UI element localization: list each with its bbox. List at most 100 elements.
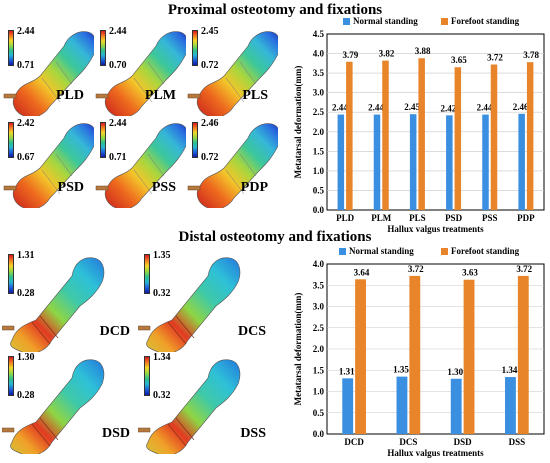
bone-panel-dcs: 1.35 0.32 DCS xyxy=(138,248,274,352)
bar-data-label: 2.44 xyxy=(477,103,493,113)
bone-contour-plot xyxy=(95,123,186,208)
colorbar xyxy=(192,30,198,66)
bone-panel-pls: 2.45 0.72 PLS xyxy=(186,24,278,116)
screw-head xyxy=(2,325,15,331)
colorbar-max-label: 1.34 xyxy=(153,352,171,363)
proximal-section-title: Proximal osteotomy and fixations xyxy=(167,2,383,18)
x-tick-label: DSS xyxy=(509,437,526,447)
bone-shape xyxy=(12,123,94,208)
screw-head xyxy=(138,325,151,331)
model-label: DSS xyxy=(240,426,266,441)
bar-normal-dcs xyxy=(396,376,408,434)
colorbar-max-label: 1.31 xyxy=(17,250,35,261)
colorbar-max-label: 2.44 xyxy=(109,118,127,129)
bar-forefoot-pss xyxy=(490,64,498,210)
colorbar xyxy=(144,356,150,396)
x-tick-label: DSD xyxy=(454,437,473,447)
y-tick-label: 1.0 xyxy=(313,387,325,397)
x-tick-label: PSS xyxy=(482,213,498,223)
bar-data-label: 3.72 xyxy=(408,264,424,274)
model-label: DCD xyxy=(99,324,130,339)
bar-data-label: 1.34 xyxy=(502,365,518,375)
bar-data-label: 1.30 xyxy=(447,367,463,377)
y-tick-label: 0.0 xyxy=(313,205,325,215)
bone-shape xyxy=(12,31,94,116)
osteotomy-lines xyxy=(31,315,59,345)
bar-forefoot-psd xyxy=(454,67,462,210)
model-label: PSD xyxy=(57,180,84,195)
bone-contour-plot xyxy=(138,359,241,454)
colorbar xyxy=(8,30,14,66)
colorbar xyxy=(144,254,150,294)
model-label: PDP xyxy=(240,180,268,195)
model-label: DSD xyxy=(101,426,130,441)
plot-frame xyxy=(326,33,545,211)
legend-label-normal: Normal standing xyxy=(349,246,414,256)
colorbar xyxy=(8,356,14,396)
distal-chart: 0.0 0.5 1.0 1.5 2.0 2.5 3.0 3.5 4.0 Metatarsal de… xyxy=(283,246,548,462)
bone-shape xyxy=(146,359,241,454)
colorbar xyxy=(100,30,106,66)
bone-contour-plot xyxy=(138,257,241,352)
y-tick-label: 0.0 xyxy=(313,429,325,439)
model-label: PLM xyxy=(144,88,176,103)
bar-normal-pss xyxy=(482,114,489,210)
bar-forefoot-plm xyxy=(382,60,389,211)
model-label: DCS xyxy=(237,324,266,339)
bar-data-label: 1.31 xyxy=(339,366,355,376)
bone-contour-plot xyxy=(2,257,105,352)
bone-panel-dsd: 1.30 0.28 DSD xyxy=(2,350,138,454)
bone-contour-plot xyxy=(3,123,94,208)
colorbar-min-label: 0.70 xyxy=(109,60,127,71)
y-tick-label: 3.0 xyxy=(313,88,325,98)
x-tick-label: PLD xyxy=(336,213,355,223)
colorbar-min-label: 0.32 xyxy=(153,390,171,401)
colorbar-max-label: 2.42 xyxy=(17,118,35,129)
screw-head xyxy=(95,93,109,99)
fixation-lines xyxy=(41,61,73,103)
fixation-lines xyxy=(133,61,165,103)
distal-bar-chart: 0.0 0.5 1.0 1.5 2.0 2.5 3.0 3.5 4.0 Metatarsal de… xyxy=(293,246,545,458)
y-tick-label: 2.0 xyxy=(313,344,325,354)
bone-shape xyxy=(104,31,186,116)
distal-section-title: Distal osteotomy and fixations xyxy=(178,229,372,245)
screw-head xyxy=(187,185,201,191)
legend-swatch-normal xyxy=(339,248,346,255)
y-tick-label: 3.5 xyxy=(313,68,325,78)
legend-swatch-forefoot xyxy=(441,18,448,25)
bar-data-label: 3.88 xyxy=(415,46,431,56)
bone-shape xyxy=(10,359,105,454)
fixation-lines xyxy=(41,153,73,195)
colorbar xyxy=(8,122,14,158)
legend-swatch-normal xyxy=(343,18,350,25)
bar-data-label: 3.82 xyxy=(379,49,395,59)
colorbar xyxy=(8,254,14,294)
colorbar-min-label: 0.28 xyxy=(17,390,35,401)
proximal-bar-chart: 0.0 0.5 1.0 1.5 2.0 2.5 3.0 3.5 4.0 4.5 Metatarsal… xyxy=(293,16,545,234)
colorbar-max-label: 2.45 xyxy=(201,26,219,37)
bone-shape xyxy=(146,257,241,352)
screw-head xyxy=(138,427,151,433)
y-tick-label: 3.0 xyxy=(313,302,325,312)
x-tick-label: PLS xyxy=(409,213,426,223)
model-label: PSS xyxy=(151,180,176,195)
bar-data-label: 2.46 xyxy=(513,102,529,112)
bar-data-label: 3.64 xyxy=(354,267,370,277)
x-tick-label: PSD xyxy=(445,213,463,223)
bar-forefoot-dcs xyxy=(409,275,421,434)
model-label: PLD xyxy=(56,88,84,103)
bone-shape xyxy=(196,123,278,208)
model-label: PLS xyxy=(242,88,268,103)
bar-forefoot-pls xyxy=(418,58,425,211)
x-tick-label: DCD xyxy=(344,437,364,447)
bone-panel-dcd: 1.31 0.28 DCD xyxy=(2,248,138,352)
y-tick-label: 4.5 xyxy=(313,29,325,39)
bone-panel-pdp: 2.46 0.72 PDP xyxy=(186,116,278,208)
bar-forefoot-dcd xyxy=(355,279,366,434)
x-axis-label: Hallux valgus treatments xyxy=(387,224,484,234)
legend: Normal standing Forefoot standing xyxy=(343,16,520,26)
bar-normal-pld xyxy=(337,114,345,210)
osteotomy-lines xyxy=(31,417,59,447)
legend-label-normal: Normal standing xyxy=(353,16,418,26)
bar-data-label: 2.44 xyxy=(368,103,384,113)
